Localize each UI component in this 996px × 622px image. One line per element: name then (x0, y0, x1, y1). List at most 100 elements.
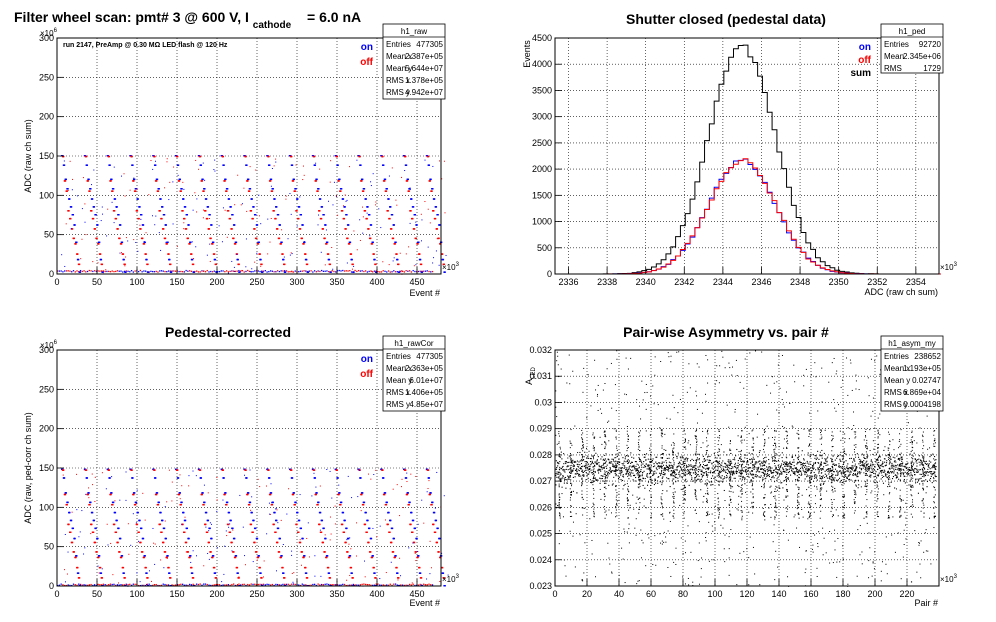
raw-point (358, 155, 360, 157)
cor-point (259, 486, 261, 488)
raw-point (278, 270, 281, 273)
asym-point (622, 479, 624, 482)
asym-point (840, 479, 842, 481)
asym-point (565, 461, 568, 463)
asym-point (556, 471, 558, 473)
cor-point (285, 583, 288, 586)
cor-point (434, 507, 436, 509)
raw-point (347, 224, 350, 226)
asym-point (874, 482, 876, 484)
raw-x-exponent: ×103 (442, 262, 460, 272)
asym-grid (554, 349, 939, 587)
cor-point (210, 551, 212, 553)
asym-point (559, 478, 561, 480)
raw-point (65, 270, 68, 272)
asym-point (727, 460, 729, 463)
asym-point (659, 472, 661, 474)
asym-point (842, 467, 844, 470)
raw-point (280, 243, 282, 245)
raw-point (267, 218, 269, 220)
raw-point (248, 190, 251, 192)
cor-stats-value: 4.85e+07 (409, 400, 443, 409)
cor-point (201, 584, 203, 586)
raw-point (391, 214, 394, 216)
cor-point (171, 584, 173, 586)
asym-point (800, 462, 802, 464)
raw-ytick-label: 250 (39, 72, 54, 82)
asym-point (823, 452, 825, 454)
raw-point (392, 237, 395, 240)
asym-point (695, 460, 698, 462)
raw-point (420, 240, 422, 242)
asym-point (557, 461, 559, 463)
cor-point (390, 541, 393, 544)
raw-point (436, 228, 439, 230)
raw-point (161, 206, 164, 208)
asym-point (716, 460, 718, 462)
raw-point (276, 228, 279, 230)
asym-point (688, 484, 690, 486)
raw-xtick-label: 450 (409, 277, 424, 287)
cor-point (338, 584, 340, 586)
cor-point (244, 468, 246, 471)
cor-point (110, 493, 112, 496)
cor-point (177, 583, 179, 585)
raw-point (152, 168, 154, 170)
asym-point (587, 457, 589, 459)
raw-point (123, 173, 125, 175)
raw-point (127, 270, 129, 272)
asym-point (857, 456, 860, 458)
asym-point (586, 468, 588, 470)
raw-point (176, 245, 178, 247)
asym-point (697, 478, 699, 480)
asym-point (670, 475, 672, 477)
asym-point (714, 476, 716, 479)
asym-point (713, 471, 715, 473)
cor-point (180, 583, 182, 585)
raw-point (407, 270, 409, 272)
asym-point (782, 468, 784, 470)
asym-point (594, 470, 596, 473)
cor-point (264, 584, 266, 586)
asym-point (658, 462, 660, 464)
asym-point (600, 475, 602, 477)
raw-point (346, 214, 348, 216)
cor-point (278, 551, 281, 553)
asym-point (645, 459, 647, 461)
asym-point (671, 472, 674, 474)
asym-point (594, 477, 597, 479)
asym-point (697, 466, 699, 468)
raw-y-exponent: ×106 (40, 28, 58, 38)
raw-point (82, 177, 84, 179)
cor-point (417, 551, 419, 553)
cor-point (288, 488, 290, 490)
raw-point (345, 200, 347, 202)
asym-point (636, 469, 638, 471)
asym-point (873, 448, 875, 450)
asym-point (563, 477, 565, 479)
asym-point (854, 469, 856, 471)
cor-point (263, 560, 265, 562)
cor-point (370, 584, 372, 586)
asym-point (584, 464, 586, 466)
raw-stats-value: 2.387e+05 (405, 52, 444, 61)
asym-point (769, 466, 771, 468)
raw-point (250, 271, 252, 273)
asym-point (822, 477, 824, 479)
raw-point (329, 263, 332, 266)
asym-point (631, 466, 633, 468)
asym-point (861, 453, 863, 455)
asym-point (584, 451, 586, 453)
asym-point (856, 474, 858, 476)
asym-point (709, 472, 712, 474)
asym-point (650, 469, 652, 471)
asym-point (727, 470, 730, 472)
ped-xtick-label: 2346 (751, 277, 771, 287)
asym-point (840, 466, 842, 468)
asym-point (663, 461, 665, 463)
asym-point (756, 475, 759, 477)
raw-point (401, 270, 404, 273)
asym-point (657, 465, 660, 467)
asym-point (754, 466, 756, 468)
asym-point (663, 468, 665, 470)
